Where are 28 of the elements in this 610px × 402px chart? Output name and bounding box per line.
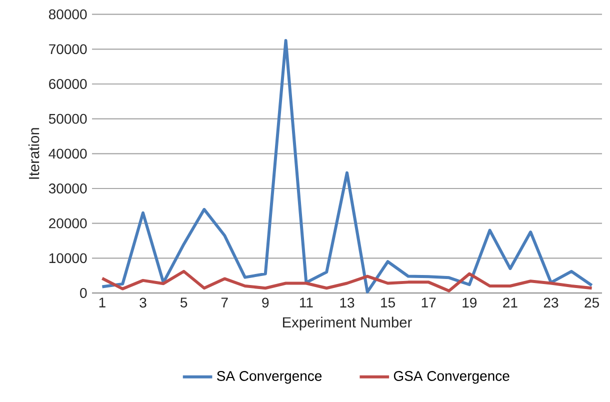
x-tick-label: 11 <box>300 298 313 308</box>
y-tick-label: 0 <box>80 288 87 298</box>
y-tick-label: 70000 <box>49 44 87 54</box>
x-tick-label: 17 <box>422 298 436 308</box>
y-axis-title: Iteration <box>28 128 40 179</box>
legend-label: GSA Convergence <box>394 371 510 384</box>
x-tick-label: 13 <box>340 298 354 308</box>
x-axis-title: Experiment Number <box>283 316 412 330</box>
x-tick-label: 23 <box>544 298 558 308</box>
y-tick-label: 30000 <box>48 184 87 194</box>
x-tick-label: 5 <box>180 298 188 308</box>
x-tick-label: 25 <box>584 298 599 308</box>
x-tick-label: 3 <box>140 298 146 308</box>
x-tick-label: 9 <box>262 298 269 308</box>
x-tick-label: 1 <box>99 298 106 308</box>
y-tick-label: 60000 <box>49 79 87 89</box>
legend-label: SA Convergence <box>217 371 322 384</box>
y-tick-label: 20000 <box>49 218 87 228</box>
y-tick-label: 10000 <box>49 253 87 264</box>
x-tick-label: 19 <box>462 298 477 308</box>
y-tick-label: 80000 <box>48 9 87 20</box>
y-tick-label: 40000 <box>48 148 87 159</box>
x-tick-label: 21 <box>503 298 518 308</box>
y-tick-label: 50000 <box>48 114 87 124</box>
x-tick-label: 15 <box>381 298 395 308</box>
x-tick-label: 7 <box>221 298 228 308</box>
line-series <box>100 270 594 292</box>
line-series <box>100 38 594 294</box>
